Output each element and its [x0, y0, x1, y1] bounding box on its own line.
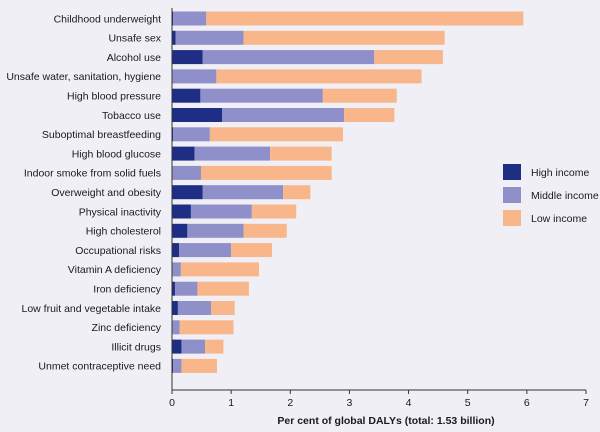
bar-segment-high-income	[172, 339, 182, 354]
category-labels: Childhood underweight Unsafe sex Alcohol u…	[6, 13, 161, 372]
category-label: Illicit drugs	[111, 341, 161, 353]
bar-segment-middle-income	[173, 358, 182, 373]
category-label: High blood pressure	[67, 91, 161, 103]
bar-segment-middle-income	[179, 243, 232, 258]
legend-swatch-high-income	[503, 164, 521, 180]
bar-segment-low-income	[270, 146, 332, 161]
bar-segment-high-income	[172, 127, 174, 142]
category-label: Overweight and obesity	[51, 187, 161, 199]
bar-segment-middle-income	[172, 262, 181, 277]
bar-segment-low-income	[216, 69, 422, 84]
category-label: Vitamin A deficiency	[68, 264, 162, 276]
bar-segment-high-income	[172, 281, 175, 296]
bar-segment-low-income	[211, 301, 235, 315]
bar-segment-high-income	[172, 243, 180, 258]
category-label: Tobacco use	[102, 110, 161, 122]
category-label: Alcohol use	[107, 52, 161, 64]
bar-segment-middle-income	[173, 11, 207, 26]
category-label: Unsafe sex	[108, 33, 161, 45]
category-label: Indoor smoke from solid fuels	[24, 168, 161, 180]
bar-segment-low-income	[200, 165, 332, 180]
x-tick-label: 1	[228, 397, 234, 409]
legend: High income Middle income Low income	[503, 164, 599, 226]
x-axis: 0 1 2 3 4 5 6 7	[169, 8, 589, 409]
x-tick-label: 2	[287, 397, 293, 409]
bar-segment-low-income	[181, 358, 217, 373]
bar-segment-high-income	[172, 301, 178, 315]
category-label: Physical inactivity	[79, 206, 162, 218]
bar-segment-middle-income	[202, 50, 375, 65]
bar-segment-high-income	[172, 11, 174, 26]
bar-segment-middle-income	[172, 320, 180, 335]
bar-segment-low-income	[374, 50, 443, 65]
bar-segment-middle-income	[190, 204, 252, 219]
bar-segment-high-income	[172, 223, 188, 238]
bar-segment-high-income	[172, 88, 201, 103]
bar-segment-low-income	[231, 243, 272, 258]
category-label: Iron deficiency	[93, 284, 161, 296]
bar-segment-middle-income	[173, 127, 210, 142]
bar-segment-low-income	[243, 30, 445, 45]
legend-label: Low income	[531, 213, 587, 225]
bar-segment-middle-income	[174, 281, 198, 296]
bar-segment-high-income	[172, 358, 174, 373]
bar-segment-middle-income	[172, 69, 217, 84]
x-tick-label: 3	[347, 397, 353, 409]
bar-segment-high-income	[172, 30, 176, 45]
x-axis-title: Per cent of global DALYs (total: 1.53 bi…	[277, 415, 494, 427]
bar-segment-high-income	[172, 50, 203, 65]
bar-segment-middle-income	[222, 108, 345, 122]
bar-segment-low-income	[180, 262, 259, 277]
bar-segment-low-income	[283, 185, 311, 200]
category-label: Unsafe water, sanitation, hygiene	[6, 71, 161, 83]
bar-segment-middle-income	[177, 301, 212, 315]
category-label: Suboptimal breastfeeding	[42, 129, 161, 141]
bar-segment-high-income	[172, 146, 195, 161]
bar-segment-low-income	[205, 339, 224, 354]
legend-label: Middle income	[531, 190, 599, 202]
legend-label: High income	[531, 167, 590, 179]
bar-segment-middle-income	[175, 30, 244, 45]
bar-segment-low-income	[322, 88, 397, 103]
bar-segment-low-income	[179, 320, 234, 335]
bar-segment-low-income	[209, 127, 343, 142]
bar-segment-middle-income	[187, 223, 244, 238]
category-label: High blood glucose	[72, 148, 161, 160]
category-label: Low fruit and vegetable intake	[21, 303, 161, 315]
x-tick-label: 4	[406, 397, 412, 409]
category-label: Unmet contraceptive need	[38, 361, 161, 373]
x-tick-label: 6	[524, 397, 530, 409]
bar-segment-middle-income	[172, 165, 201, 180]
legend-swatch-middle-income	[503, 187, 521, 203]
bar-segment-high-income	[172, 185, 203, 200]
bar-segment-low-income	[344, 108, 395, 122]
category-label: Zinc deficiency	[92, 322, 162, 334]
bar-segment-middle-income	[200, 88, 323, 103]
bar-segment-low-income	[251, 204, 297, 219]
category-label: Occupational risks	[75, 245, 161, 257]
bar-segment-middle-income	[194, 146, 271, 161]
bar-segment-low-income	[243, 223, 287, 238]
x-tick-label: 7	[583, 397, 589, 409]
x-tick-label: 0	[169, 397, 175, 409]
bar-segment-low-income	[206, 11, 524, 26]
x-tick-label: 5	[465, 397, 471, 409]
category-label: Childhood underweight	[54, 13, 161, 25]
category-label: High cholesterol	[86, 226, 161, 238]
bar-segment-middle-income	[181, 339, 206, 354]
bar-segment-middle-income	[202, 185, 284, 200]
bar-segment-low-income	[197, 281, 249, 296]
bar-segment-high-income	[172, 204, 191, 219]
legend-swatch-low-income	[503, 210, 521, 226]
bars-group	[172, 11, 524, 373]
bar-segment-high-income	[172, 108, 223, 122]
